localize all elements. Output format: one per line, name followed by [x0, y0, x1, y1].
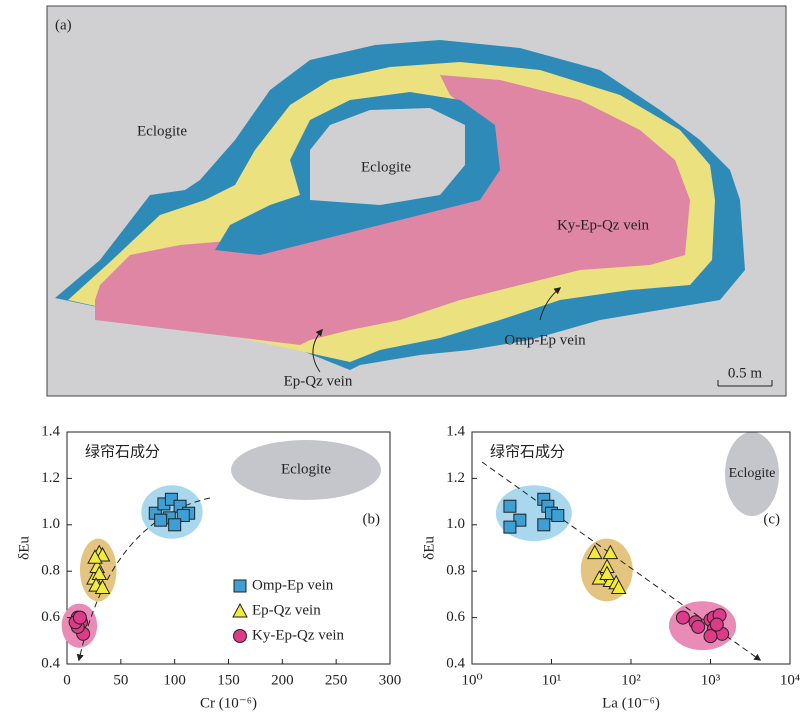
point: [703, 629, 718, 644]
eclogite-field: [725, 432, 779, 516]
legend-label: Ky-Ep-Qz vein: [252, 627, 345, 643]
map-label: Eclogite: [361, 159, 411, 175]
x-tick-label: 10⁰: [461, 672, 482, 688]
point: [602, 544, 619, 560]
point: [675, 610, 690, 625]
map-label: Omp-Ep vein: [504, 332, 586, 348]
y-tick-label: 1.2: [446, 470, 465, 486]
legend-marker: [233, 579, 247, 593]
point: [537, 518, 551, 532]
annotation: 绿帘石成分: [85, 443, 160, 461]
x-tick-label: 50: [113, 672, 128, 688]
point: [503, 520, 517, 534]
legend-label: Ep-Qz vein: [252, 602, 321, 618]
x-tick-label: 0: [63, 672, 71, 688]
y-tick-label: 0.4: [41, 655, 60, 671]
eclogite-core: [310, 108, 465, 205]
point: [513, 513, 527, 527]
point: [168, 518, 182, 532]
point: [709, 617, 724, 632]
map-label: Ep-Qz vein: [284, 373, 353, 389]
point: [91, 565, 108, 581]
eclogite-field: [231, 440, 381, 500]
y-axis-label: δEu: [421, 536, 437, 560]
panel-label: (b): [363, 512, 381, 528]
point: [586, 544, 603, 560]
point: [87, 549, 103, 564]
y-tick-label: 1.2: [41, 470, 60, 486]
point: [94, 579, 111, 594]
x-tick-label: 100: [163, 672, 186, 688]
point: [503, 499, 517, 513]
y-tick-label: 1.4: [41, 423, 60, 439]
legend-label: Omp-Ep vein: [252, 577, 334, 593]
map-label: Eclogite: [137, 123, 187, 139]
y-tick-label: 0.6: [446, 609, 465, 625]
point: [599, 565, 615, 581]
x-axis-label: La (10⁻⁶): [602, 695, 660, 711]
panel-label: (c): [763, 512, 780, 528]
y-tick-label: 0.8: [446, 563, 465, 579]
x-tick-label: 10²: [621, 672, 641, 688]
scale-label: 0.5 m: [728, 365, 763, 381]
x-tick-label: 250: [325, 672, 348, 688]
x-tick-label: 10⁴: [780, 672, 800, 688]
y-tick-label: 0.6: [41, 609, 60, 625]
field-label: Eclogite: [281, 461, 331, 477]
point: [691, 619, 706, 634]
x-tick-label: 150: [217, 672, 240, 688]
y-tick-label: 1.0: [446, 516, 465, 532]
panel-label: (a): [55, 17, 72, 33]
y-tick-label: 1.0: [41, 516, 60, 532]
y-axis-label: δEu: [16, 536, 32, 560]
map-label: Ky-Ep-Qz vein: [557, 217, 650, 233]
y-tick-label: 0.4: [446, 655, 465, 671]
y-tick-label: 1.4: [446, 423, 465, 439]
y-tick-label: 0.8: [41, 563, 60, 579]
field-label: Eclogite: [729, 466, 776, 481]
point: [72, 610, 87, 625]
x-tick-label: 10¹: [542, 672, 562, 688]
x-axis-label: Cr (10⁻⁶): [200, 695, 257, 711]
arrow: [539, 287, 562, 321]
x-tick-label: 10³: [701, 672, 721, 688]
legend-marker: [232, 602, 248, 618]
point: [154, 513, 168, 527]
legend-marker: [233, 629, 247, 643]
point: [551, 509, 565, 523]
arrow: [312, 328, 323, 373]
annotation: 绿帘石成分: [490, 443, 565, 461]
x-tick-label: 200: [271, 672, 294, 688]
point: [610, 579, 627, 594]
x-tick-label: 300: [379, 672, 402, 688]
